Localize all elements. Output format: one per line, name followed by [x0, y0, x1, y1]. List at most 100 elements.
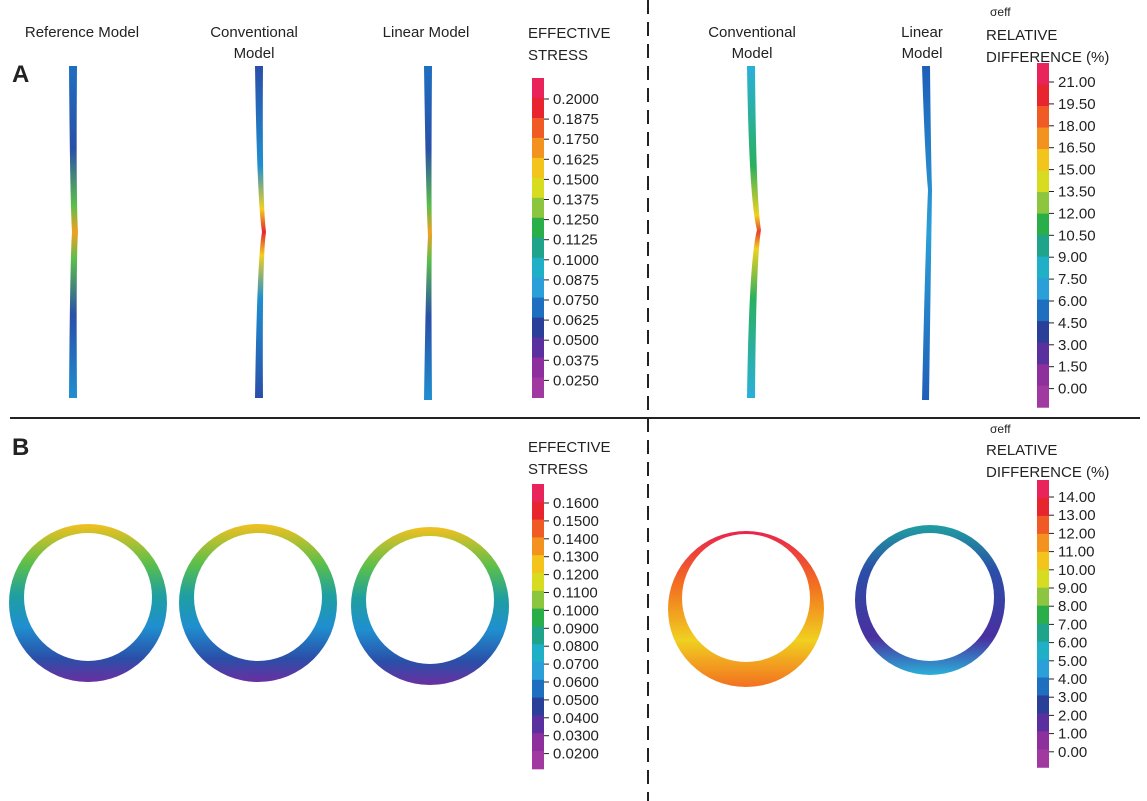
colorbar-label: 0.0300 — [553, 728, 599, 745]
header: Model — [234, 45, 275, 62]
beam — [424, 66, 432, 400]
header: Model — [902, 45, 943, 62]
colorbar-segment — [1037, 749, 1049, 767]
colorbar-segment — [1037, 713, 1049, 731]
colorbar-segment — [1037, 695, 1049, 713]
colorbar-label: 0.1500 — [553, 171, 599, 188]
colorbar-label: 0.00 — [1058, 744, 1087, 761]
colorbar-segment — [1037, 192, 1049, 214]
colorbar-label: 0.1100 — [553, 585, 598, 602]
colorbar-segment — [532, 698, 544, 716]
ring-hole — [682, 534, 810, 662]
colorbar-label: 19.50 — [1058, 96, 1096, 113]
colorbar-segment — [532, 644, 544, 662]
header: Linear — [901, 24, 943, 41]
colorbar-segment — [532, 138, 544, 158]
colorbar-segment — [532, 573, 544, 591]
colorbar-segment — [1037, 235, 1049, 257]
colorbar-segment — [532, 98, 544, 118]
colorbar-segment — [1037, 642, 1049, 660]
colorbar-segment — [1037, 677, 1049, 695]
colorbar-segment — [1037, 128, 1049, 150]
colorbar-label: 3.00 — [1058, 689, 1087, 706]
colorbar-label: 0.1000 — [553, 602, 599, 619]
colorbar-segment — [532, 520, 544, 538]
colorbar-segment — [532, 338, 544, 358]
colorbar-segment — [1037, 498, 1049, 516]
colorbar-segment — [532, 751, 544, 769]
colorbar-label: 0.0200 — [553, 746, 599, 763]
ring-hole — [24, 533, 152, 661]
colorbar-label: 12.00 — [1058, 205, 1096, 222]
panel-label: B — [12, 434, 29, 461]
colorbar-label: 0.00 — [1058, 381, 1087, 398]
colorbar-segment — [532, 298, 544, 318]
legend-title: STRESS — [528, 47, 588, 64]
colorbar-segment — [532, 680, 544, 698]
colorbar-segment — [1037, 534, 1049, 552]
colorbar-label: 14.00 — [1058, 489, 1096, 506]
header: Reference Model — [25, 24, 139, 41]
colorbar-label: 0.1250 — [553, 212, 599, 229]
legend-title: STRESS — [528, 461, 588, 478]
beam — [255, 66, 266, 398]
colorbar-segment — [532, 662, 544, 680]
colorbar-label: 5.00 — [1058, 653, 1087, 670]
colorbar-segment — [1037, 106, 1049, 128]
colorbar-label: 0.0250 — [553, 372, 599, 389]
colorbar-segment — [1037, 624, 1049, 642]
colorbar-segment — [1037, 321, 1049, 343]
colorbar-label: 0.1750 — [553, 131, 599, 148]
colorbar-label: 11.00 — [1058, 544, 1094, 561]
colorbar-label: 13.00 — [1058, 507, 1096, 524]
figure: A B Reference Model Conventional Model L… — [0, 0, 1147, 801]
colorbar-segment — [1037, 731, 1049, 749]
colorbar-label: 8.00 — [1058, 598, 1087, 615]
legend-symbol: σeff — [990, 422, 1011, 436]
colorbar-label: 0.1500 — [553, 513, 599, 530]
beam — [69, 66, 78, 398]
header: Linear Model — [383, 24, 470, 41]
header: Conventional — [708, 24, 796, 41]
colorbar-label: 9.00 — [1058, 249, 1087, 266]
colorbar-label: 0.1625 — [553, 151, 599, 168]
colorbar-segment — [532, 78, 544, 98]
colorbar-label: 0.1200 — [553, 567, 599, 584]
colorbar-label: 0.1375 — [553, 192, 599, 209]
colorbar-segment — [1037, 214, 1049, 236]
colorbar-label: 2.00 — [1058, 707, 1087, 724]
colorbar-label: 13.50 — [1058, 184, 1096, 201]
colorbar-segment — [1037, 570, 1049, 588]
colorbar-label: 0.0400 — [553, 710, 599, 727]
colorbar-label: 1.50 — [1058, 359, 1087, 376]
colorbar-segment — [1037, 300, 1049, 322]
colorbar-segment — [1037, 660, 1049, 678]
colorbar-label: 4.50 — [1058, 315, 1087, 332]
colorbar-label: 12.00 — [1058, 525, 1096, 542]
colorbar-label: 18.00 — [1058, 118, 1096, 135]
colorbar-segment — [532, 198, 544, 218]
colorbar-label: 6.00 — [1058, 635, 1087, 652]
legend-symbol: σeff — [990, 5, 1011, 19]
colorbar-label: 0.0800 — [553, 638, 599, 655]
colorbar-label: 0.0900 — [553, 620, 599, 637]
colorbar-segment — [1037, 85, 1049, 107]
colorbar-label: 0.2000 — [553, 91, 599, 108]
colorbar-segment — [532, 318, 544, 338]
colorbar-segment — [1037, 516, 1049, 534]
ring-hole — [366, 536, 494, 664]
colorbar-label: 0.0625 — [553, 312, 599, 329]
colorbar-segment — [532, 484, 544, 502]
header: Model — [732, 45, 773, 62]
colorbar-label: 9.00 — [1058, 580, 1087, 597]
colorbar-label: 10.00 — [1058, 562, 1096, 579]
ring-hole — [194, 533, 322, 661]
colorbar-segment — [532, 555, 544, 573]
colorbar-segment — [532, 626, 544, 644]
colorbar-segment — [532, 178, 544, 198]
legend-title: RELATIVE — [986, 27, 1057, 44]
colorbar-label: 10.50 — [1058, 227, 1096, 244]
colorbar-label: 0.1400 — [553, 531, 599, 548]
legend-title: RELATIVE — [986, 442, 1057, 459]
colorbar-label: 0.0375 — [553, 352, 599, 369]
